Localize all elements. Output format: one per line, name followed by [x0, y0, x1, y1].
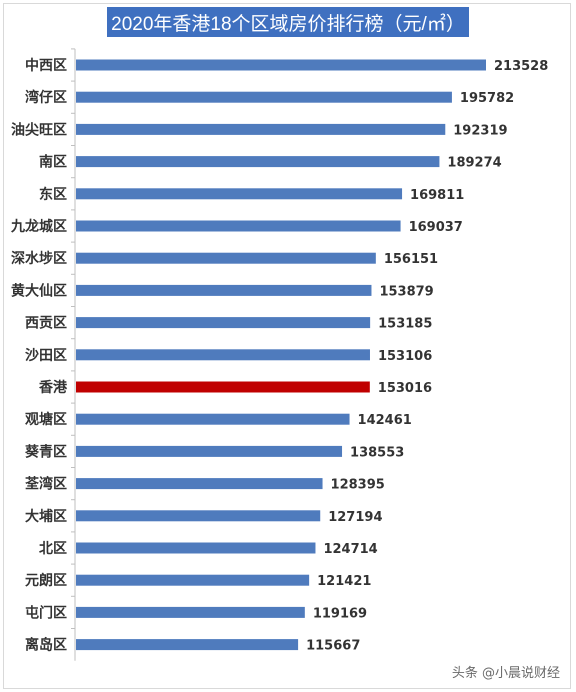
chart-title: 2020年香港18个区域房价排行榜（元/㎡） — [107, 7, 469, 37]
bar — [76, 542, 316, 554]
bar — [76, 574, 310, 586]
value-label: 169811 — [410, 188, 464, 203]
bar — [76, 639, 299, 651]
category-label: 屯门区 — [25, 604, 67, 621]
bar — [76, 59, 486, 71]
watermark: 头条 @小晨说财经 — [447, 661, 564, 682]
value-label: 153185 — [378, 317, 432, 332]
value-label: 115667 — [306, 639, 360, 654]
category-label: 南区 — [39, 154, 67, 171]
bar — [76, 510, 321, 522]
category-label: 黄大仙区 — [11, 282, 67, 299]
value-label: 121421 — [317, 574, 371, 589]
category-label: 观塘区 — [25, 411, 67, 428]
value-label: 156151 — [384, 252, 438, 267]
chart-frame — [3, 3, 571, 689]
category-label: 九龙城区 — [10, 218, 67, 235]
category-label: 沙田区 — [25, 348, 67, 364]
bar — [76, 156, 440, 168]
category-label: 中西区 — [25, 57, 67, 74]
bar — [76, 478, 323, 490]
bar — [76, 284, 372, 296]
bar — [76, 220, 401, 232]
bar — [76, 445, 343, 457]
value-label: 153879 — [379, 284, 433, 299]
category-label: 香港 — [38, 379, 68, 396]
category-label: 深水埗区 — [11, 250, 67, 267]
category-label: 葵青区 — [24, 443, 67, 460]
value-label: 128395 — [331, 478, 385, 493]
category-label: 大埔区 — [25, 508, 67, 525]
bar — [76, 91, 452, 103]
bar — [76, 123, 446, 135]
category-label: 荃湾区 — [25, 476, 67, 493]
bar — [76, 252, 376, 264]
value-label: 124714 — [323, 542, 377, 557]
bar — [76, 349, 370, 361]
category-label: 元朗区 — [25, 572, 67, 589]
bar — [76, 606, 305, 618]
category-label: 离岛区 — [25, 637, 67, 654]
value-label: 169037 — [409, 220, 463, 235]
bar — [76, 188, 403, 200]
value-label: 213528 — [494, 59, 548, 74]
value-label: 189274 — [447, 156, 501, 171]
value-label: 142461 — [358, 413, 412, 428]
category-label: 北区 — [39, 541, 67, 557]
bar-highlight — [76, 381, 370, 393]
value-label: 119169 — [313, 606, 367, 621]
category-label: 湾仔区 — [25, 89, 67, 106]
value-label: 138553 — [350, 445, 404, 460]
value-label: 195782 — [460, 91, 514, 106]
value-label: 192319 — [453, 123, 507, 138]
value-label: 127194 — [328, 510, 382, 525]
bar — [76, 317, 371, 329]
category-label: 油尖旺区 — [11, 121, 67, 138]
bar — [76, 413, 350, 425]
category-label: 东区 — [39, 186, 67, 203]
value-label: 153106 — [378, 349, 432, 364]
category-label: 西贡区 — [25, 316, 67, 332]
value-label: 153016 — [378, 381, 432, 396]
